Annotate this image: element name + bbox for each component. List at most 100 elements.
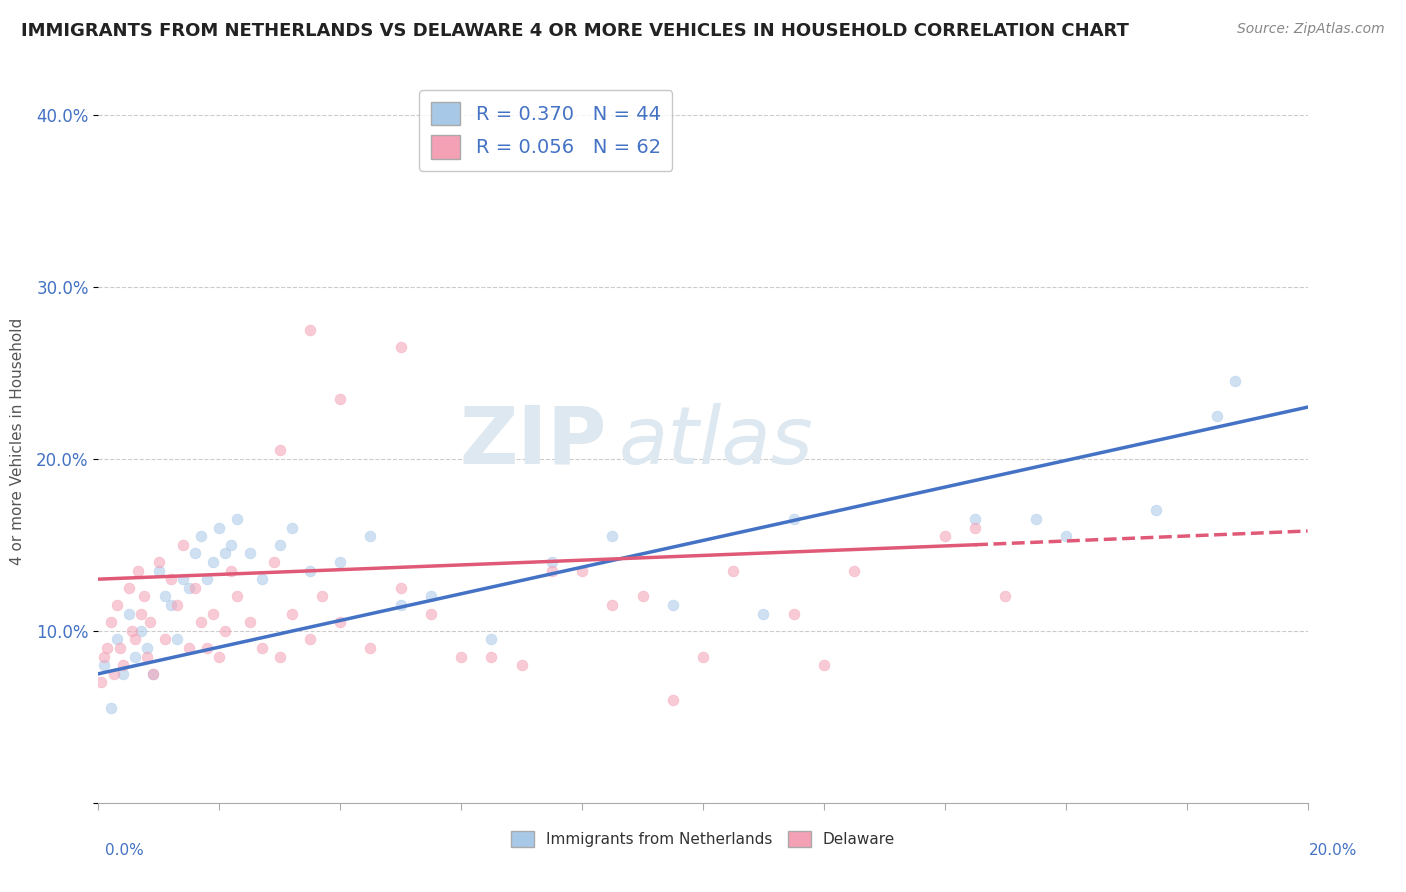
Point	[118, 581, 141, 595]
Point	[166, 598, 188, 612]
Text: 20.0%: 20.0%	[1309, 843, 1357, 858]
Point	[202, 555, 225, 569]
Point	[481, 649, 503, 664]
Point	[135, 640, 157, 655]
Text: atlas: atlas	[619, 402, 813, 481]
Point	[263, 555, 285, 569]
Point	[420, 590, 443, 604]
Point	[127, 564, 149, 578]
Text: ZIP: ZIP	[458, 402, 606, 481]
Point	[250, 640, 273, 655]
Point	[160, 598, 183, 612]
Text: Source: ZipAtlas.com: Source: ZipAtlas.com	[1237, 22, 1385, 37]
Point	[692, 649, 714, 664]
Point	[602, 598, 624, 612]
Point	[139, 615, 162, 630]
Point	[239, 615, 262, 630]
Point	[172, 538, 194, 552]
Point	[360, 640, 382, 655]
Point	[214, 546, 236, 560]
Point	[221, 538, 243, 552]
Point	[108, 640, 131, 655]
Point	[1223, 375, 1246, 389]
Point	[100, 701, 122, 715]
Point	[481, 632, 503, 647]
Point	[965, 520, 987, 534]
Point	[93, 658, 115, 673]
Point	[179, 640, 201, 655]
Point	[329, 615, 352, 630]
Point	[1146, 503, 1168, 517]
Point	[299, 632, 322, 647]
Point	[540, 555, 562, 569]
Point	[148, 564, 170, 578]
Point	[124, 649, 146, 664]
Point	[239, 546, 262, 560]
Point	[153, 632, 176, 647]
Point	[269, 538, 291, 552]
Point	[124, 632, 146, 647]
Point	[195, 640, 218, 655]
Text: IMMIGRANTS FROM NETHERLANDS VS DELAWARE 4 OR MORE VEHICLES IN HOUSEHOLD CORRELAT: IMMIGRANTS FROM NETHERLANDS VS DELAWARE …	[21, 22, 1129, 40]
Point	[190, 615, 212, 630]
Point	[90, 675, 112, 690]
Point	[994, 590, 1017, 604]
Point	[329, 392, 352, 406]
Point	[571, 564, 593, 578]
Point	[129, 607, 152, 621]
Point	[450, 649, 472, 664]
Point	[1054, 529, 1077, 543]
Point	[934, 529, 956, 543]
Point	[250, 572, 273, 586]
Y-axis label: 4 or more Vehicles in Household: 4 or more Vehicles in Household	[10, 318, 25, 566]
Legend: Immigrants from Netherlands, Delaware: Immigrants from Netherlands, Delaware	[505, 825, 901, 853]
Point	[389, 340, 412, 354]
Point	[142, 666, 165, 681]
Point	[179, 581, 201, 595]
Point	[111, 666, 134, 681]
Point	[105, 632, 128, 647]
Point	[100, 615, 122, 630]
Point	[226, 590, 249, 604]
Point	[389, 581, 412, 595]
Point	[723, 564, 745, 578]
Point	[752, 607, 775, 621]
Point	[299, 564, 322, 578]
Point	[965, 512, 987, 526]
Point	[153, 590, 176, 604]
Point	[105, 598, 128, 612]
Point	[783, 512, 806, 526]
Point	[214, 624, 236, 638]
Point	[661, 598, 683, 612]
Point	[783, 607, 806, 621]
Point	[184, 546, 207, 560]
Text: 0.0%: 0.0%	[105, 843, 145, 858]
Point	[129, 624, 152, 638]
Point	[299, 323, 322, 337]
Point	[661, 692, 683, 706]
Point	[132, 590, 155, 604]
Point	[329, 555, 352, 569]
Point	[540, 564, 562, 578]
Point	[202, 607, 225, 621]
Point	[118, 607, 141, 621]
Point	[389, 598, 412, 612]
Point	[1024, 512, 1046, 526]
Point	[135, 649, 157, 664]
Point	[631, 590, 654, 604]
Point	[208, 649, 231, 664]
Point	[172, 572, 194, 586]
Point	[103, 666, 125, 681]
Point	[311, 590, 333, 604]
Point	[269, 443, 291, 458]
Point	[195, 572, 218, 586]
Point	[208, 520, 231, 534]
Point	[844, 564, 866, 578]
Point	[1206, 409, 1229, 423]
Point	[281, 607, 304, 621]
Point	[166, 632, 188, 647]
Point	[121, 624, 143, 638]
Point	[148, 555, 170, 569]
Point	[360, 529, 382, 543]
Point	[184, 581, 207, 595]
